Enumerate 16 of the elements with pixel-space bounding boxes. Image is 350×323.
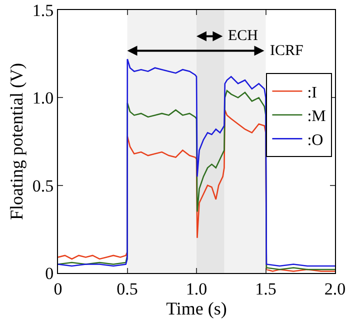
x-axis-title: Time (s) bbox=[166, 298, 227, 318]
x-tick-label: 0.5 bbox=[116, 279, 138, 298]
y-tick-label: 0.5 bbox=[32, 176, 54, 196]
legend-label: :M bbox=[307, 108, 326, 126]
line-series bbox=[58, 58, 335, 267]
y-tick-label: 1.5 bbox=[32, 0, 54, 20]
x-tick-label: 2.0 bbox=[324, 279, 346, 298]
legend-label: :I bbox=[307, 84, 318, 102]
y-tick-label: 0 bbox=[45, 264, 54, 283]
y-tick-label: 1.0 bbox=[32, 88, 54, 108]
band-label: ECH bbox=[228, 28, 258, 44]
y-axis-title: Floating potential (V) bbox=[6, 63, 27, 220]
legend-label: :O bbox=[307, 132, 324, 149]
band-label: ICRF bbox=[270, 43, 304, 59]
x-tick-label: 1.0 bbox=[186, 279, 208, 298]
x-tick-label: 1.5 bbox=[255, 279, 276, 298]
